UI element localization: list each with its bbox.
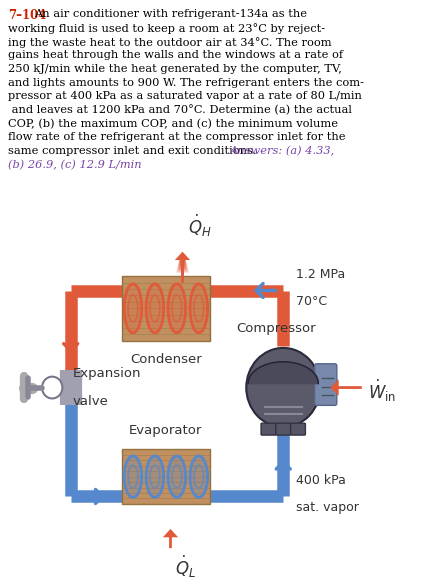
Polygon shape <box>168 456 186 497</box>
Text: Evaporator: Evaporator <box>129 423 202 436</box>
FancyBboxPatch shape <box>122 449 210 504</box>
Text: $\dot{Q}_H$: $\dot{Q}_H$ <box>188 213 212 239</box>
Text: 70°C: 70°C <box>296 295 327 309</box>
Text: Expansion: Expansion <box>72 367 141 380</box>
Text: sat. vapor: sat. vapor <box>296 502 359 514</box>
Text: $\dot{W}_{\sf in}$: $\dot{W}_{\sf in}$ <box>368 377 396 404</box>
Text: 1.2 MPa: 1.2 MPa <box>296 268 345 280</box>
Polygon shape <box>124 456 142 497</box>
Text: Answers: (a) 4.33,: Answers: (a) 4.33, <box>230 146 335 156</box>
Polygon shape <box>146 284 163 333</box>
FancyBboxPatch shape <box>315 364 337 405</box>
FancyBboxPatch shape <box>261 423 276 435</box>
Text: 250 kJ/min while the heat generated by the computer, TV,: 250 kJ/min while the heat generated by t… <box>8 64 342 74</box>
FancyBboxPatch shape <box>122 276 210 340</box>
Text: $\dot{Q}_L$: $\dot{Q}_L$ <box>175 554 196 580</box>
Circle shape <box>42 377 62 399</box>
Text: same compressor inlet and exit conditions.: same compressor inlet and exit condition… <box>8 146 256 156</box>
Text: working fluid is used to keep a room at 23°C by reject-: working fluid is used to keep a room at … <box>8 23 325 34</box>
Text: pressor at 400 kPa as a saturated vapor at a rate of 80 L/min: pressor at 400 kPa as a saturated vapor … <box>8 91 362 101</box>
Text: ing the waste heat to the outdoor air at 34°C. The room: ing the waste heat to the outdoor air at… <box>8 36 331 48</box>
Polygon shape <box>146 456 163 497</box>
Text: 400 kPa: 400 kPa <box>296 473 346 486</box>
Text: Condenser: Condenser <box>130 353 202 366</box>
Polygon shape <box>168 284 186 333</box>
Text: 7–104: 7–104 <box>8 9 46 22</box>
Polygon shape <box>124 284 142 333</box>
Polygon shape <box>248 362 318 383</box>
Text: COP, (b) the maximum COP, and (c) the minimum volume: COP, (b) the maximum COP, and (c) the mi… <box>8 119 338 129</box>
Polygon shape <box>190 456 208 497</box>
FancyBboxPatch shape <box>276 423 291 435</box>
Text: (b) 26.9, (c) 12.9 L/min: (b) 26.9, (c) 12.9 L/min <box>8 159 142 170</box>
Text: flow rate of the refrigerant at the compressor inlet for the: flow rate of the refrigerant at the comp… <box>8 132 345 142</box>
FancyBboxPatch shape <box>291 423 306 435</box>
Text: and leaves at 1200 kPa and 70°C. Determine (a) the actual: and leaves at 1200 kPa and 70°C. Determi… <box>8 105 352 116</box>
Text: gains heat through the walls and the windows at a rate of: gains heat through the walls and the win… <box>8 51 343 61</box>
Polygon shape <box>190 284 208 333</box>
Text: Compressor: Compressor <box>236 322 315 335</box>
Text: valve: valve <box>72 396 108 409</box>
Circle shape <box>246 348 320 427</box>
Text: An air conditioner with refrigerant-134a as the: An air conditioner with refrigerant-134a… <box>34 9 307 19</box>
Text: and lights amounts to 900 W. The refrigerant enters the com-: and lights amounts to 900 W. The refrige… <box>8 78 364 88</box>
